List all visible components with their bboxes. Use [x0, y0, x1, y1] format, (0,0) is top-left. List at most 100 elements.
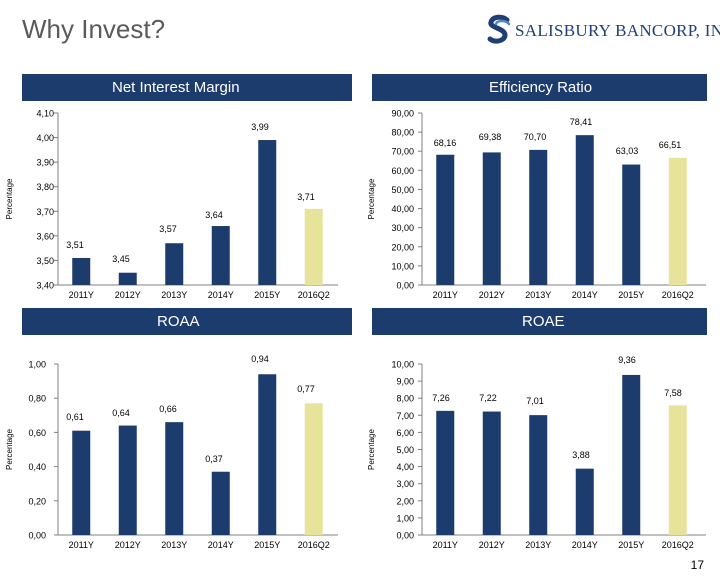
- nim-y-tick-label: 4,00: [36, 133, 54, 143]
- roaa-data-label: 0,77: [297, 384, 315, 394]
- roae-y-tick-label: 2,00: [396, 496, 414, 506]
- eff-x-tick-label: 2013Y: [525, 290, 551, 300]
- page-title: Why Invest?: [22, 14, 166, 44]
- nim-x-tick-label: 2011Y: [69, 290, 94, 300]
- roae-banner: ROAE: [372, 308, 707, 335]
- roaa-bar: [211, 471, 230, 535]
- eff-y-label: Percentage: [367, 178, 376, 219]
- roae-data-label: 7,26: [432, 393, 450, 403]
- eff-data-label: 70,70: [524, 132, 547, 142]
- roaa-bar: [258, 374, 277, 535]
- nim-x-tick-label: 2014Y: [208, 290, 234, 300]
- eff-y-tick-label: 40,00: [391, 204, 414, 214]
- roaa-data-label: 0,61: [66, 412, 84, 422]
- roae-data-label: 7,01: [526, 396, 544, 406]
- eff-bar: [575, 135, 594, 285]
- eff-y-tick-label: 0,00: [396, 281, 414, 291]
- roae-y-tick-label: 1,00: [396, 513, 414, 523]
- roaa-bar: [304, 403, 323, 535]
- roae-bar: [575, 468, 594, 535]
- eff-bar: [482, 152, 501, 285]
- nim-bar: [304, 208, 323, 285]
- eff-y-tick-label: 50,00: [391, 185, 414, 195]
- roae-data-label: 3,88: [572, 450, 590, 460]
- roae-bar: [668, 405, 687, 535]
- roae-x-tick-label: 2011Y: [433, 540, 458, 550]
- nim-y-tick-label: 3,70: [36, 207, 54, 217]
- roaa-y-label: Percentage: [5, 428, 14, 469]
- nim-title: Net Interest Margin: [112, 79, 240, 96]
- nim-data-label: 3,64: [205, 210, 223, 220]
- eff-y-tick-label: 20,00: [391, 242, 414, 252]
- company-logo: SALISBURY BANCORP, INC.: [485, 14, 720, 48]
- roaa-y-tick-label: 0,80: [28, 394, 46, 404]
- roae-y-tick-label: 0,00: [396, 531, 414, 541]
- nim-bar: [72, 257, 91, 285]
- roaa-x-tick-label: 2012Y: [115, 540, 141, 550]
- nim-y-tick-label: 3,40: [36, 281, 54, 291]
- eff-bar: [529, 149, 548, 285]
- eff-x-tick-label: 2016Q2: [662, 290, 694, 300]
- roae-y-tick-label: 7,00: [396, 411, 414, 421]
- roaa-y-tick-label: 1,00: [28, 360, 46, 370]
- nim-banner: Net Interest Margin: [22, 74, 352, 101]
- roaa-banner: ROAA: [22, 308, 352, 335]
- nim-x-tick-label: 2013Y: [161, 290, 187, 300]
- nim-bar: [211, 226, 230, 285]
- roaa-y-tick-label: 0,00: [28, 531, 46, 541]
- nim-data-label: 3,57: [159, 224, 177, 234]
- eff-y-tick-label: 60,00: [391, 166, 414, 176]
- roae-bar: [529, 415, 548, 535]
- nim-y-tick-label: 4,10: [36, 109, 54, 119]
- roae-y-tick-label: 3,00: [396, 479, 414, 489]
- roae-y-tick-label: 10,00: [391, 360, 414, 370]
- roaa-x-tick-label: 2015Y: [254, 540, 280, 550]
- roae-y-tick-label: 5,00: [396, 445, 414, 455]
- nim-x-tick-label: 2015Y: [254, 290, 280, 300]
- nim-y-tick-label: 3,50: [36, 256, 54, 266]
- eff-data-label: 66,51: [659, 140, 682, 150]
- roae-x-tick-label: 2016Q2: [662, 540, 694, 550]
- eff-x-tick-label: 2014Y: [572, 290, 598, 300]
- roaa-x-tick-label: 2011Y: [69, 540, 94, 550]
- roaa-x-tick-label: 2016Q2: [298, 540, 330, 550]
- roae-y-label: Percentage: [367, 428, 376, 469]
- roae-y-tick-label: 8,00: [396, 394, 414, 404]
- eff-y-tick-label: 10,00: [391, 261, 414, 271]
- roaa-y-tick-label: 0,20: [28, 496, 46, 506]
- eff-y-tick-label: 30,00: [391, 223, 414, 233]
- roae-data-label: 7,58: [664, 388, 682, 398]
- eff-x-tick-label: 2015Y: [618, 290, 644, 300]
- nim-bar: [118, 272, 137, 285]
- nim-y-tick-label: 3,80: [36, 182, 54, 192]
- logo-text: SALISBURY BANCORP, INC.: [515, 21, 720, 40]
- page-number: 17: [690, 558, 704, 572]
- eff-y-tick-label: 90,00: [391, 109, 414, 119]
- nim-data-label: 3,99: [251, 122, 269, 132]
- nim-y-label: Percentage: [5, 178, 14, 219]
- roae-y-tick-label: 4,00: [396, 462, 414, 472]
- roaa-bar: [118, 425, 137, 535]
- eff-data-label: 68,16: [434, 138, 457, 148]
- eff-data-label: 63,03: [616, 146, 639, 156]
- eff-title: Efficiency Ratio: [489, 79, 593, 96]
- header-divider: [0, 58, 720, 60]
- eff-x-tick-label: 2012Y: [479, 290, 505, 300]
- eff-banner: Efficiency Ratio: [372, 74, 707, 101]
- roae-x-tick-label: 2015Y: [618, 540, 644, 550]
- nim-data-label: 3,51: [66, 240, 84, 250]
- roae-x-tick-label: 2012Y: [479, 540, 505, 550]
- roaa-y-tick-label: 0,60: [28, 428, 46, 438]
- nim-y-tick-label: 3,90: [36, 158, 54, 168]
- roaa-title: ROAA: [157, 313, 200, 330]
- eff-bar: [436, 154, 455, 285]
- nim-data-label: 3,71: [297, 192, 315, 202]
- roaa-bar: [72, 430, 91, 535]
- nim-x-tick-label: 2016Q2: [298, 290, 330, 300]
- roaa-data-label: 0,64: [112, 408, 130, 418]
- eff-y-tick-label: 80,00: [391, 128, 414, 138]
- nim-bar: [258, 140, 277, 285]
- roaa-data-label: 0,94: [251, 354, 269, 364]
- logo-s-icon: [487, 14, 511, 44]
